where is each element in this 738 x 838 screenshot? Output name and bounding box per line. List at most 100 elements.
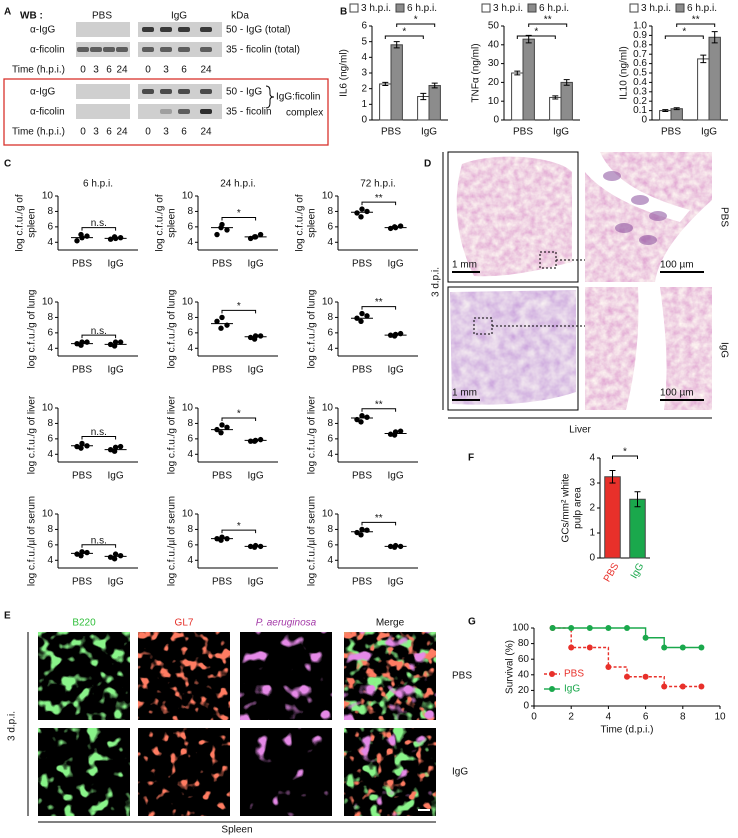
chart-title: 72 h.p.i. (360, 179, 396, 190)
data-point (359, 413, 365, 419)
bar (379, 83, 392, 121)
row-label: PBS (452, 671, 472, 682)
y-tick-label: 0.5 (633, 68, 647, 79)
y-tick-label: 8 (187, 312, 193, 323)
panel-label: F (468, 453, 474, 464)
data-point (624, 625, 630, 631)
y-tick-label: 0.2 (633, 96, 647, 107)
time-value: 24 (116, 127, 128, 138)
significance-label: n.s. (91, 326, 107, 337)
data-point (218, 429, 224, 436)
time-value: 24 (200, 127, 212, 138)
blot-band (200, 89, 212, 94)
y-tick-label: 8 (327, 524, 333, 535)
bar (697, 58, 710, 121)
bar (428, 85, 441, 121)
y-axis-label: log c.f.u./g of (15, 194, 26, 251)
time-label: Time (h.p.i.) (12, 127, 65, 138)
y-tick-label: 6 (187, 433, 193, 444)
data-point (397, 428, 404, 434)
antibody-label: α-ficolin (30, 107, 65, 118)
data-point (218, 325, 224, 331)
x-tick-label: PBS (661, 127, 681, 138)
x-tick-label: IgG (421, 127, 437, 138)
panel-label: D (424, 159, 431, 170)
y-tick-label: 0.7 (633, 49, 647, 60)
blot-band (160, 89, 172, 94)
scale-label: 100 µm (660, 388, 694, 399)
error-bar (393, 41, 400, 49)
time-value: 6 (106, 127, 112, 138)
error-bar (609, 470, 616, 484)
y-tick-label: 8 (47, 206, 53, 217)
error-bar (711, 31, 718, 44)
y-tick-label: 4 (187, 343, 193, 354)
channel-label: Merge (376, 618, 405, 629)
significance-label: n.s. (91, 427, 107, 438)
data-point (698, 683, 705, 690)
data-point (74, 238, 80, 244)
y-tick-label: 10 (322, 191, 334, 202)
significance-label: ** (375, 513, 383, 524)
significance-bracket (81, 435, 117, 440)
y-tick-label: 1.0 (633, 21, 647, 32)
bar (604, 476, 621, 559)
fluorescence-signal (38, 728, 130, 816)
bar (549, 96, 562, 121)
data-point (112, 551, 119, 557)
significance-label: n.s. (91, 535, 107, 546)
infiltrate (649, 211, 667, 221)
y-tick-label: 4 (47, 237, 53, 248)
significance-label: ** (692, 15, 700, 26)
y-tick-label: 10 (322, 403, 334, 414)
y-tick-label: 0.8 (633, 39, 647, 50)
y-tick-label: 6 (327, 221, 333, 232)
time-value: 6 (106, 65, 112, 76)
data-point (117, 234, 124, 241)
data-point (78, 552, 84, 559)
significance-bracket (361, 521, 397, 526)
x-tick-label: PBS (212, 577, 232, 588)
data-point (251, 544, 258, 550)
y-axis-label: TNFα (ng/ml) (471, 43, 482, 102)
fluorescence-signal (138, 728, 230, 816)
blot-band (142, 47, 154, 52)
x-tick-label: PBS (212, 471, 232, 482)
marker-label: 35 - ficolin (total) (226, 45, 300, 56)
x-tick-label: PBS (72, 471, 92, 482)
y-tick-label: 8 (187, 418, 193, 429)
vessel (626, 287, 667, 410)
kda-label: kDa (231, 11, 249, 22)
y-tick-label: 6 (327, 433, 333, 444)
legend-label: 6 h.p.i. (687, 3, 717, 14)
y-tick-label: 0.4 (633, 77, 647, 88)
x-tick-label: PBS (72, 365, 92, 376)
panel-label: G (468, 617, 476, 628)
x-axis-label: Time (d.p.i.) (601, 725, 654, 736)
x-tick-label: IgG (629, 561, 647, 581)
x-tick-label: PBS (352, 259, 372, 270)
antibody-label: α-IgG (30, 87, 55, 98)
scale-label: 100 µm (660, 260, 694, 271)
blot-band (116, 47, 128, 52)
data-point (358, 214, 364, 220)
time-label: 3 d.p.i. (431, 267, 442, 297)
y-tick-label: 8 (327, 206, 333, 217)
legend-label: 3 h.p.i. (641, 3, 671, 14)
data-point (219, 422, 225, 428)
blot-band (142, 89, 154, 94)
chart-title: 24 h.p.i. (220, 179, 256, 190)
blot-band (160, 47, 172, 52)
data-point (586, 644, 593, 651)
time-label: Time (h.p.i.) (12, 65, 65, 76)
y-tick-label: 10 (182, 297, 194, 308)
y-tick-label: 6 (361, 21, 367, 32)
y-axis-label: log c.f.u./g of lung (27, 290, 38, 369)
x-tick-label: IgG (248, 259, 264, 270)
error-bar (634, 491, 641, 508)
y-tick-label: 20 (518, 685, 530, 696)
y-tick-label: 4 (47, 449, 53, 460)
x-tick-label: IgG (388, 577, 404, 588)
x-tick-label: IgG (553, 127, 569, 138)
significance-bracket (396, 23, 436, 27)
